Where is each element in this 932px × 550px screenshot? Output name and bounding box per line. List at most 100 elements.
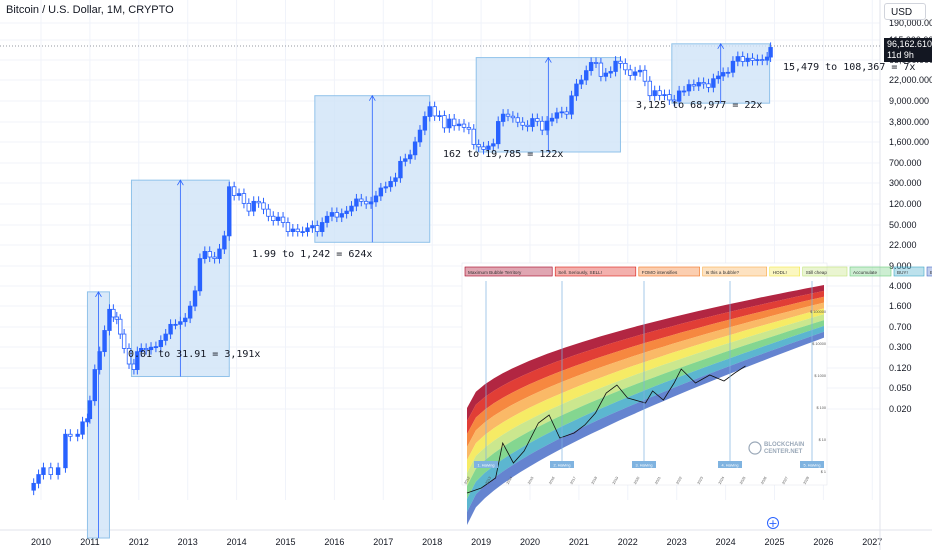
candle-body: [628, 69, 633, 76]
candle-body: [417, 129, 423, 143]
y-tick-label: 1.600: [889, 301, 912, 311]
candle-body: [102, 330, 107, 353]
inset-x-label: 2013: [485, 476, 492, 485]
candle-body: [315, 225, 320, 233]
x-tick-label: 2022: [618, 537, 638, 547]
candle-body: [192, 290, 198, 307]
candle-body: [720, 72, 726, 77]
candle-body: [481, 146, 486, 150]
halving-label: 3. Halving: [636, 464, 653, 468]
x-tick-label: 2017: [373, 537, 393, 547]
candle-body: [388, 181, 393, 188]
candle-body: [319, 222, 325, 233]
candle-body: [48, 467, 53, 475]
candle-body: [97, 351, 102, 370]
candle-body: [540, 120, 545, 131]
inset-logo-line1: BLOCKCHAIN: [764, 442, 804, 448]
y-tick-label: 22.000: [889, 240, 917, 250]
candle-body: [466, 126, 472, 130]
candle-body: [471, 128, 476, 145]
y-tick-label: 3,800.000: [889, 117, 929, 127]
candle-body: [701, 82, 706, 85]
candle-body: [510, 115, 516, 119]
y-tick-label: 120.000: [889, 199, 922, 209]
inset-x-label: 2012: [463, 476, 470, 485]
currency-selector-button[interactable]: USD: [884, 3, 926, 20]
candle-body: [393, 177, 398, 182]
x-tick-label: 2026: [813, 537, 833, 547]
candle-body: [725, 71, 731, 74]
y-tick-label: 50.000: [889, 220, 917, 230]
inset-y-label: $ 1000: [814, 374, 826, 378]
candle-body: [373, 195, 379, 203]
inset-x-label: 2021: [654, 476, 661, 485]
candle-body: [222, 235, 227, 250]
candle-body: [667, 94, 672, 101]
candle-body: [760, 59, 765, 61]
candle-body: [584, 70, 589, 81]
x-tick-label: 2021: [569, 537, 589, 547]
candle-body: [745, 57, 750, 62]
candle-body: [290, 228, 296, 233]
inset-legend-label: Maximum Bubble Territory: [468, 270, 522, 275]
candle-body: [305, 227, 310, 233]
candle-body: [569, 95, 574, 115]
range-annotation: 3,125 to 68,977 = 22x: [636, 100, 762, 111]
inset-legend-label: BUY!: [897, 270, 908, 275]
inset-logo-line2: CENTER.NET: [764, 449, 803, 455]
x-tick-label: 2018: [422, 537, 442, 547]
candle-body: [207, 251, 212, 258]
candle-body: [768, 47, 773, 58]
candle-body: [363, 200, 369, 205]
y-tick-label: 0.300: [889, 342, 912, 352]
candle-body: [476, 144, 481, 148]
candle-body: [339, 213, 344, 218]
candle-body: [241, 193, 247, 204]
candle-body: [554, 112, 560, 119]
candle-body: [378, 187, 384, 197]
candle-body: [491, 143, 496, 147]
range-annotation: 1.99 to 1,242 = 624x: [252, 249, 372, 260]
candle-body: [334, 212, 340, 218]
candle-body: [613, 60, 618, 72]
inset-legend-label: Still cheap: [806, 270, 828, 275]
inset-legend-label: Sell. Seriously, SELL!: [558, 270, 602, 275]
candle-body: [608, 71, 613, 74]
candle-body: [647, 80, 653, 97]
inset-x-label: 2017: [569, 476, 576, 485]
halving-badge: [550, 461, 574, 468]
candle-body: [652, 90, 657, 97]
inset-logo-icon: [748, 441, 762, 455]
candle-body: [711, 78, 716, 88]
inset-legend-chip: [802, 266, 848, 277]
y-tick-label: 9,000.000: [889, 96, 929, 106]
inset-legend-label: Is this a bubble?: [706, 270, 740, 275]
halving-badge: [632, 461, 656, 468]
add-plus-icon[interactable]: +: [767, 517, 779, 530]
candle-body: [266, 208, 271, 217]
candle-body: [579, 79, 584, 85]
inset-price-line: [466, 365, 746, 494]
candle-body: [681, 90, 687, 93]
current-price-tag: 96,162.610 11d 9h: [884, 38, 932, 62]
candle-body: [55, 467, 61, 475]
candle-body: [432, 106, 437, 117]
candle-body: [126, 348, 132, 365]
range-arrow-head: [177, 179, 184, 186]
y-tick-label: 0.050: [889, 383, 912, 393]
halving-label: 1. Halving: [478, 464, 495, 468]
inset-x-label: 2015: [527, 476, 534, 485]
candle-body: [593, 62, 599, 64]
inset-legend-label: FOMO intensifies: [642, 270, 678, 275]
candle-body: [740, 56, 745, 62]
candle-body: [706, 83, 711, 88]
candle-body: [559, 111, 564, 114]
inset-legend-chip: [638, 266, 700, 277]
candle-body: [251, 200, 256, 212]
inset-x-label: 2016: [548, 476, 555, 485]
candle-body: [603, 72, 608, 77]
candle-body: [114, 316, 119, 320]
range-arrow-head: [95, 291, 102, 298]
inset-x-label: 2014: [506, 476, 513, 485]
